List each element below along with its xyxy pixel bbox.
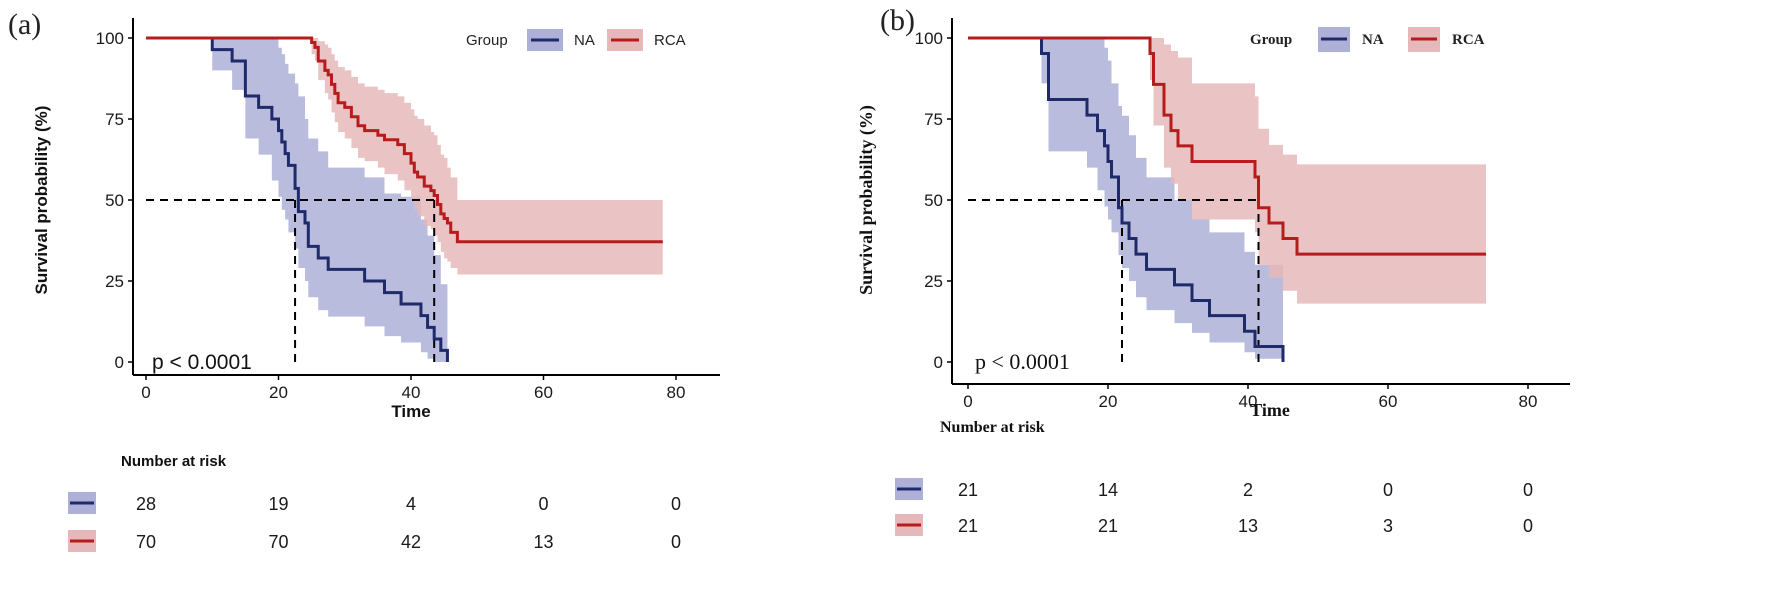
panel-label: (b) xyxy=(880,4,915,37)
survival-curves xyxy=(146,36,663,362)
ci-band-rca xyxy=(146,38,663,275)
risk-count-na: 21 xyxy=(958,480,978,500)
y-tick-label: 25 xyxy=(924,272,943,291)
y-tick-label: 25 xyxy=(105,272,124,291)
km-panel-b: (b) 0 25 50 75 100 0 20 40 60 80 Survival probabi… xyxy=(840,0,1772,593)
ci-bands xyxy=(968,38,1486,359)
median-lines xyxy=(968,199,1260,362)
y-axis-title: Survival probability (%) xyxy=(32,106,51,295)
y-tick-label: 50 xyxy=(924,191,943,210)
axes: 0 25 50 75 100 0 20 40 60 80 xyxy=(96,18,720,402)
x-tick-label: 60 xyxy=(534,383,553,402)
risk-count-na: 19 xyxy=(268,494,288,514)
risk-table-title: Number at risk xyxy=(940,419,1045,436)
y-tick-label: 75 xyxy=(924,110,943,129)
p-value-annotation: p < 0.0001 xyxy=(975,349,1070,374)
y-axis-title: Survival probability (%) xyxy=(856,105,877,295)
risk-count-na: 0 xyxy=(538,494,548,514)
risk-count-na: 0 xyxy=(1383,480,1393,500)
y-tick-label: 0 xyxy=(934,353,943,372)
ci-band-rca xyxy=(968,38,1486,304)
risk-count-na: 0 xyxy=(1523,480,1533,500)
x-tick-label: 80 xyxy=(667,383,686,402)
x-tick-label: 20 xyxy=(269,383,288,402)
panel-label: (a) xyxy=(8,8,41,41)
risk-count-rca: 13 xyxy=(533,532,553,552)
x-tick-label: 0 xyxy=(141,383,150,402)
x-tick-label: 0 xyxy=(963,392,972,411)
risk-count-na: 4 xyxy=(406,494,416,514)
legend-label-rca: RCA xyxy=(654,32,686,49)
risk-count-rca: 42 xyxy=(401,532,421,552)
risk-count-rca: 0 xyxy=(1523,516,1533,536)
x-tick-label: 40 xyxy=(402,383,421,402)
ci-band-na xyxy=(968,38,1283,359)
legend-label-rca: RCA xyxy=(1452,32,1485,48)
risk-count-rca: 3 xyxy=(1383,516,1393,536)
y-tick-label: 100 xyxy=(915,29,943,48)
risk-table: 21 14 2 0 0 21 21 13 3 0 xyxy=(895,478,1533,536)
y-tick-label: 50 xyxy=(105,191,124,210)
x-tick-label: 40 xyxy=(1239,392,1258,411)
risk-count-rca: 0 xyxy=(671,532,681,552)
legend-title: Group xyxy=(466,32,508,49)
risk-count-rca: 21 xyxy=(958,516,978,536)
x-axis-title: Time xyxy=(391,402,430,421)
risk-count-na: 2 xyxy=(1243,480,1253,500)
legend: Group NA RCA xyxy=(466,29,686,51)
y-tick-label: 75 xyxy=(105,110,124,129)
x-tick-label: 20 xyxy=(1099,392,1118,411)
risk-table-title: Number at risk xyxy=(121,453,227,470)
x-tick-label: 60 xyxy=(1379,392,1398,411)
survival-curve-rca xyxy=(146,36,663,244)
risk-count-rca: 70 xyxy=(268,532,288,552)
risk-count-na: 14 xyxy=(1098,480,1118,500)
risk-count-rca: 13 xyxy=(1238,516,1258,536)
x-axis-title: Time xyxy=(1250,400,1290,420)
y-tick-label: 100 xyxy=(96,29,124,48)
legend-label-na: NA xyxy=(1362,32,1384,48)
p-value-annotation: p < 0.0001 xyxy=(152,351,252,374)
km-panel-a: (a) 0 25 50 75 100 0 20 40 60 80 Survival probabi… xyxy=(0,0,840,593)
axes: 0 25 50 75 100 0 20 40 60 80 xyxy=(915,18,1570,411)
risk-count-na: 28 xyxy=(136,494,156,514)
median-lines xyxy=(146,199,436,362)
survival-curve-na xyxy=(968,36,1285,362)
legend-title: Group xyxy=(1250,32,1292,48)
risk-count-rca: 21 xyxy=(1098,516,1118,536)
risk-count-na: 0 xyxy=(671,494,681,514)
legend-label-na: NA xyxy=(574,32,595,49)
risk-table: 28 19 4 0 0 70 70 42 13 0 xyxy=(68,492,681,552)
y-tick-label: 0 xyxy=(115,353,124,372)
survival-curves xyxy=(968,36,1486,362)
legend: Group NA RCA xyxy=(1250,27,1485,52)
risk-count-rca: 70 xyxy=(136,532,156,552)
x-tick-label: 80 xyxy=(1519,392,1538,411)
survival-curve-rca xyxy=(968,36,1486,256)
survival-curve-na xyxy=(146,36,449,362)
